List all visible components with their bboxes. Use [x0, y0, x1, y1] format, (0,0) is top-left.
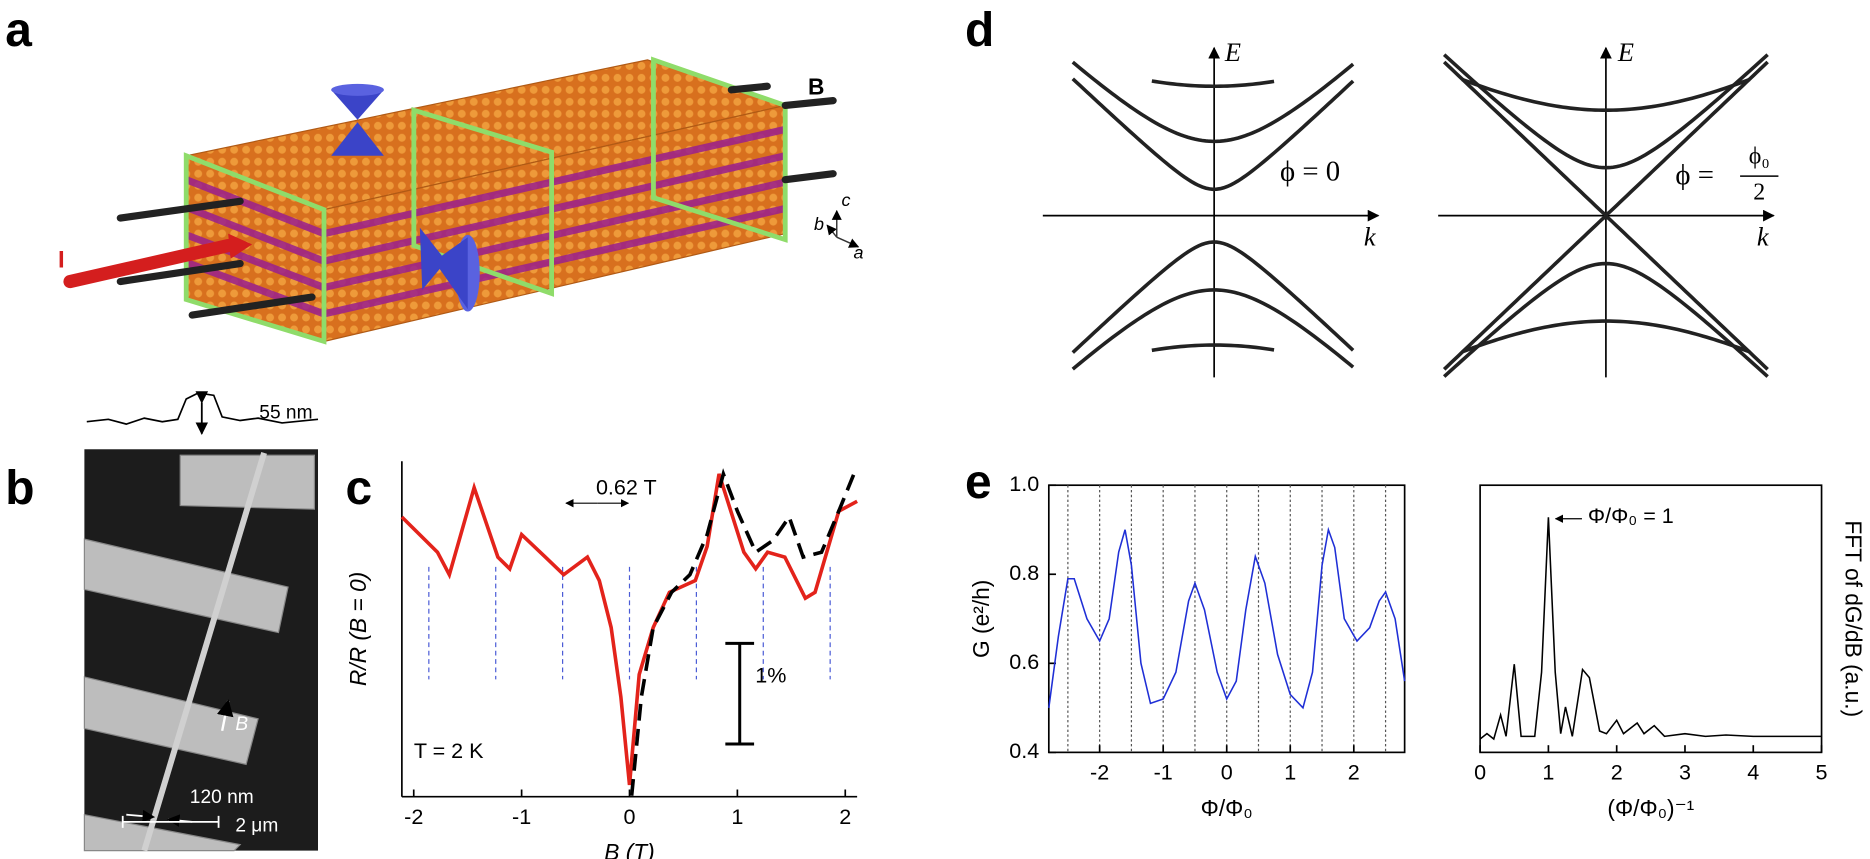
y-axis-label: G (e²/h) [968, 580, 994, 658]
annotation: Φ/Φ₀ = 1 [1588, 503, 1674, 528]
phase-label: ϕ = [1675, 159, 1714, 191]
panel-label: e [965, 456, 992, 509]
x-tick-label: 4 [1747, 760, 1759, 785]
x-tick-label: -1 [512, 804, 531, 829]
x-tick-label: 1 [731, 804, 743, 829]
axis-label: E [1617, 38, 1634, 67]
x-tick-label: 2 [1611, 760, 1623, 785]
x-axis-label: (Φ/Φ₀)⁻¹ [1607, 795, 1694, 821]
y-tick-label: 0.8 [1009, 560, 1039, 585]
annotation: T = 2 K [414, 738, 484, 763]
data-line [1479, 517, 1822, 741]
axis-label: c [842, 190, 851, 210]
axis-label: k [1757, 223, 1770, 252]
x-tick-label: -2 [404, 804, 423, 829]
x-tick-label: 2 [839, 804, 851, 829]
x-axis-label: B (T) [604, 839, 655, 859]
x-tick-label: 3 [1679, 760, 1691, 785]
band-schematic [1042, 46, 1775, 378]
y-axis-label: FFT of dG/dB (a.u.) [1840, 520, 1866, 717]
annotation: 0.62 T [596, 474, 657, 499]
axis-label: a [854, 243, 864, 263]
x-tick-label: -2 [1090, 760, 1109, 785]
x-tick-label: 2 [1348, 760, 1360, 785]
y-tick-label: 0.6 [1009, 649, 1039, 674]
panel-label: d [965, 4, 994, 57]
x-tick-label: 0 [1474, 760, 1486, 785]
crystal-illustration [63, 56, 860, 345]
data-line [629, 468, 856, 796]
phase-label: ϕ = 0 [1280, 155, 1340, 187]
x-tick-label: 1 [1284, 760, 1296, 785]
panel-label: a [5, 4, 32, 57]
field-label: B [235, 714, 248, 735]
current-label: I [58, 247, 65, 274]
panel-label: b [5, 462, 34, 515]
y-tick-label: 1.0 [1009, 471, 1039, 496]
annotation: 1% [755, 663, 786, 688]
band [1071, 288, 1355, 371]
band [1071, 60, 1355, 144]
band [1442, 261, 1769, 378]
y-axis-label: R/R (B = 0) [345, 572, 371, 686]
x-tick-label: 1 [1542, 760, 1554, 785]
field-label: B [808, 74, 824, 100]
data-line [1048, 526, 1406, 710]
plot-frame [1479, 484, 1823, 754]
band [1151, 79, 1275, 89]
band [1461, 77, 1751, 113]
band [1071, 240, 1355, 354]
band [1071, 77, 1355, 192]
phase-label: 2 [1753, 180, 1765, 206]
data-line [400, 473, 858, 786]
micrograph [83, 391, 319, 852]
scale-label: 2 μm [235, 816, 278, 837]
panel-label: c [346, 462, 373, 515]
x-tick-label: 0 [624, 804, 636, 829]
x-tick-label: -1 [1154, 760, 1173, 785]
band [1442, 53, 1769, 170]
phase-label: ϕ₀ [1749, 144, 1770, 170]
x-axis-label: Φ/Φ₀ [1201, 795, 1253, 821]
y-tick-label: 0.4 [1009, 738, 1039, 763]
axis-label: b [814, 214, 824, 234]
band [1442, 213, 1769, 371]
height-label: 55 nm [259, 402, 312, 423]
x-tick-label: 0 [1221, 760, 1233, 785]
band [1461, 319, 1751, 354]
width-label: 120 nm [190, 787, 254, 808]
x-tick-label: 5 [1816, 760, 1828, 785]
band [1151, 343, 1275, 353]
axis-label: k [1364, 223, 1377, 252]
axis-label: E [1224, 38, 1241, 67]
scale-bar [725, 641, 755, 746]
